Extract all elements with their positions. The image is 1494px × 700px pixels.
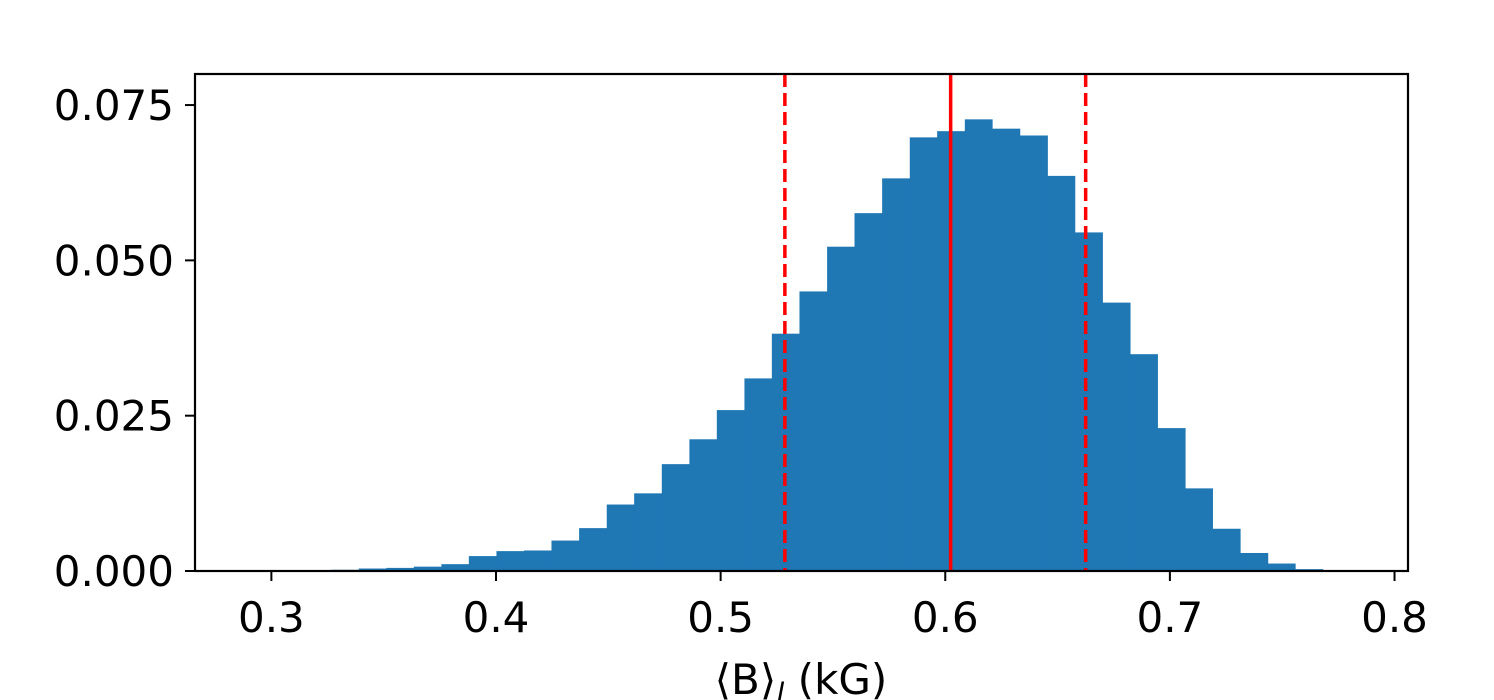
histogram-bar <box>1047 175 1076 571</box>
histogram-bar <box>358 568 387 571</box>
y-tick-label: 0.025 <box>54 392 174 441</box>
histogram-bar <box>716 410 745 571</box>
histogram-bar <box>579 528 608 571</box>
histogram-bar <box>964 119 993 571</box>
histogram-bar <box>1019 135 1048 571</box>
histogram-bar <box>1240 552 1269 571</box>
y-tick-label: 0.075 <box>54 81 174 130</box>
x-axis-label-unit: (kG) <box>784 655 887 700</box>
histogram-bars <box>303 119 1324 572</box>
histogram-bar <box>854 213 883 571</box>
histogram-bar <box>827 246 855 571</box>
histogram-bar <box>524 550 552 571</box>
y-axis: 0.000 0.025 0.050 0.075 <box>54 81 195 596</box>
histogram-bar <box>496 551 525 571</box>
histogram-bar <box>551 540 580 571</box>
histogram-bar <box>661 464 690 571</box>
histogram-bar <box>1267 563 1296 571</box>
histogram-bar <box>882 178 911 571</box>
histogram-bar <box>1102 302 1131 571</box>
x-axis-label: ⟨B⟩l (kG) <box>715 655 888 700</box>
plot-frame <box>193 72 1410 573</box>
histogram-bar <box>1212 528 1241 571</box>
x-axis-label-subscript: l <box>776 677 784 700</box>
x-tick-label: 0.3 <box>238 593 305 642</box>
x-tick-label: 0.7 <box>1136 593 1203 642</box>
y-tick-label: 0.050 <box>54 236 174 285</box>
x-tick-label: 0.8 <box>1361 593 1428 642</box>
histogram-bar <box>1074 232 1103 571</box>
x-tick-label: 0.4 <box>463 593 530 642</box>
histogram-bar <box>468 556 497 571</box>
x-tick-label: 0.6 <box>912 593 979 642</box>
histogram-bar <box>689 439 718 571</box>
histogram-bar <box>413 566 442 571</box>
y-tick-label: 0.000 <box>54 547 174 596</box>
histogram-bar <box>634 493 663 571</box>
histogram-bar <box>441 564 470 571</box>
x-axis-label-main: ⟨B⟩ <box>715 655 777 700</box>
histogram-bar <box>744 378 773 571</box>
histogram-bar <box>1157 428 1186 571</box>
histogram-bar <box>386 567 415 571</box>
x-axis: 0.3 0.4 0.5 0.6 0.7 0.8 <box>238 571 1428 642</box>
x-tick-label: 0.5 <box>687 593 754 642</box>
histogram-bar <box>1130 354 1158 571</box>
histogram-bar <box>1185 488 1213 571</box>
histogram-bar <box>992 128 1021 572</box>
histogram-bar <box>909 137 938 571</box>
reference-lines <box>783 74 1088 571</box>
histogram-bar <box>606 504 635 571</box>
histogram-bar <box>799 291 828 571</box>
